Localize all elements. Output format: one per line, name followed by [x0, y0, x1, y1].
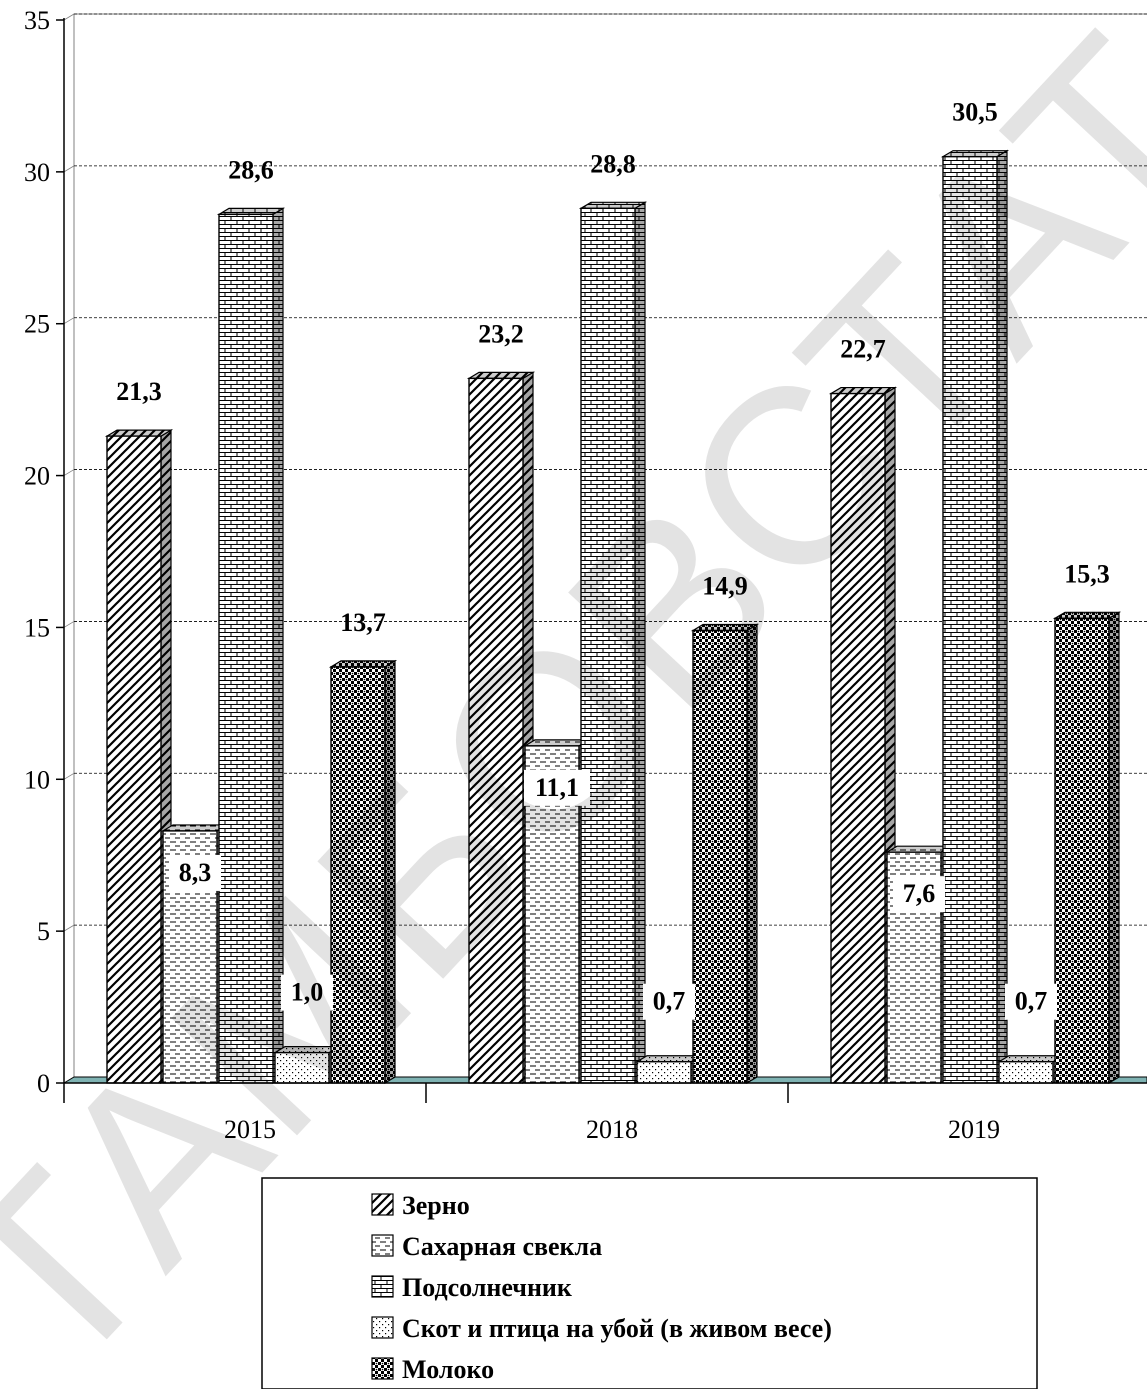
legend-label: Скот и птица на убой (в живом весе)	[402, 1314, 832, 1343]
bar-front	[468, 377, 524, 1084]
bar-front	[830, 392, 886, 1084]
gridline-side	[63, 924, 75, 932]
data-label: 14,9	[702, 571, 748, 600]
y-tick-label: 20	[24, 462, 50, 491]
bar	[466, 371, 536, 1085]
bar	[940, 149, 1010, 1085]
legend-label: Зерно	[402, 1191, 470, 1220]
gridline-side	[63, 772, 75, 780]
y-tick-label: 25	[24, 310, 50, 339]
y-tick-label: 15	[24, 613, 50, 642]
data-label: 11,1	[535, 773, 579, 802]
data-label-bg	[169, 854, 221, 891]
legend-label: Молоко	[402, 1355, 494, 1384]
data-label: 13,7	[340, 608, 386, 637]
y-tick-label: 5	[37, 917, 50, 946]
bars	[104, 149, 1122, 1085]
y-tick-label: 35	[24, 6, 50, 35]
x-tick-label: 2019	[948, 1115, 1000, 1144]
data-label: 28,6	[228, 155, 274, 184]
gridline-side	[63, 317, 75, 325]
data-label-bg	[1005, 983, 1057, 1020]
bar-front	[274, 1051, 330, 1084]
x-tick-label: 2018	[586, 1115, 638, 1144]
data-label: 7,6	[903, 879, 936, 908]
data-label-bg	[893, 876, 945, 913]
legend: Зерно Сахарная свекла Подсолнечник Скот и п…	[261, 1177, 1038, 1389]
data-label: 30,5	[952, 98, 998, 127]
bar-front	[218, 213, 274, 1084]
legend-swatch	[371, 1193, 394, 1216]
bar-front	[330, 666, 386, 1084]
data-label-bg	[524, 769, 590, 806]
bar-front	[1054, 617, 1110, 1084]
x-tick-label: 2015	[224, 1115, 276, 1144]
bar-front	[636, 1061, 692, 1084]
bar	[996, 1054, 1066, 1085]
legend-swatch	[371, 1357, 394, 1380]
legend-swatch	[371, 1275, 394, 1298]
data-label: 0,7	[1015, 987, 1048, 1016]
data-labels: 21,3 8,3 28,6 1,0 13,7 23,2 11,1 28,8 0,7 14,9 22,…	[116, 98, 1110, 1020]
bar	[690, 623, 760, 1085]
legend-swatch	[371, 1316, 394, 1339]
data-label: 1,0	[291, 978, 324, 1007]
bar	[104, 429, 174, 1085]
bar	[328, 659, 398, 1085]
bar-front	[692, 629, 748, 1084]
legend-swatch	[371, 1234, 394, 1257]
bar-front	[998, 1061, 1054, 1084]
bar	[216, 207, 286, 1085]
axes: 0 5 10 15 20 25 30 35 2015 2018 2019	[24, 6, 1147, 1144]
data-label: 23,2	[478, 319, 524, 348]
bar-front	[942, 155, 998, 1084]
y-tick-label: 0	[37, 1069, 50, 1098]
gridline-side	[63, 165, 75, 173]
y-tick-label: 30	[24, 158, 50, 187]
bar-front	[106, 435, 162, 1084]
data-label-bg	[281, 974, 333, 1011]
data-label-bg	[643, 983, 695, 1020]
data-label: 8,3	[179, 858, 212, 887]
bar	[1052, 611, 1122, 1085]
gridline-side	[63, 13, 75, 21]
legend-label: Подсолнечник	[402, 1273, 572, 1302]
data-label: 22,7	[840, 335, 886, 364]
data-label: 0,7	[653, 987, 686, 1016]
data-label: 21,3	[116, 377, 162, 406]
gridline-side	[63, 469, 75, 476]
data-label: 15,3	[1064, 559, 1110, 588]
gridline-side	[63, 621, 75, 628]
data-label: 28,8	[590, 149, 636, 178]
legend-label: Сахарная свекла	[402, 1232, 602, 1261]
y-tick-label: 10	[24, 765, 50, 794]
bar	[634, 1054, 704, 1085]
